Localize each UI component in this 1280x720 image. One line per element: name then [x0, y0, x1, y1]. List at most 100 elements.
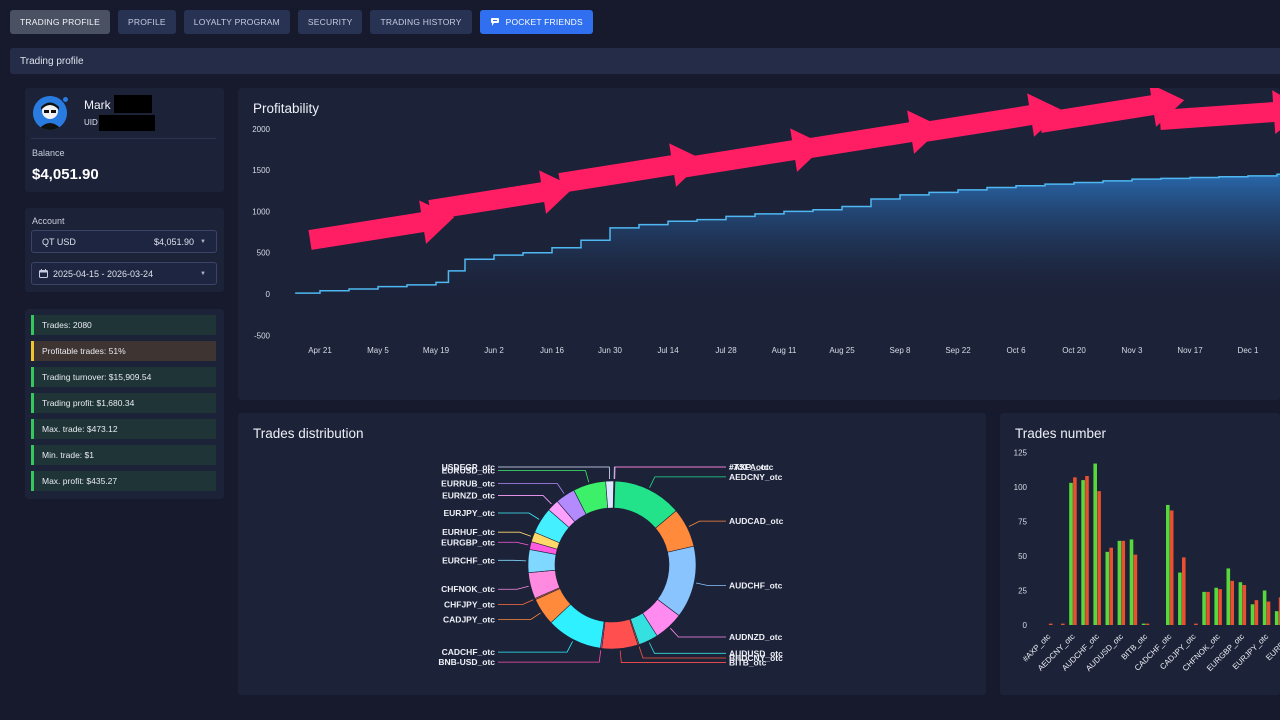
profitability-panel: Profitability 2000 1500 1000 500 0 -500 Apr 2…: [238, 88, 1280, 400]
label-leader-line: [498, 495, 552, 505]
bar[interactable]: [1250, 604, 1255, 625]
bar[interactable]: [1194, 623, 1198, 625]
bar[interactable]: [1048, 623, 1053, 625]
distribution-title: Trades distribution: [253, 426, 364, 441]
label-leader-line: [614, 466, 726, 480]
bar[interactable]: [1254, 600, 1259, 625]
tab-label: PROFILE: [127, 17, 166, 27]
bar[interactable]: [1178, 572, 1182, 625]
slice-label: AEDCNY_otc: [729, 472, 783, 482]
bar[interactable]: [1133, 554, 1138, 625]
bar[interactable]: [1182, 557, 1186, 625]
bar[interactable]: [1262, 590, 1267, 626]
tab-label: POCKET FRIENDS: [505, 17, 583, 27]
stat-text: Min. trade: $1: [42, 450, 94, 460]
bar[interactable]: [1121, 540, 1126, 625]
bar[interactable]: [1145, 623, 1150, 625]
stat-max-profit: Max. profit: $435.27: [31, 471, 216, 491]
bar[interactable]: [1097, 491, 1101, 625]
bar[interactable]: [1202, 591, 1206, 625]
bar[interactable]: [1093, 463, 1097, 625]
bar[interactable]: [1242, 584, 1247, 625]
bar[interactable]: [1061, 623, 1065, 625]
slice-label: AUDNZD_otc: [729, 632, 783, 642]
pocket-friends-logo-icon: [490, 18, 499, 26]
x-tick-label: Jul 28: [715, 346, 737, 355]
bar[interactable]: [1266, 601, 1271, 625]
bar[interactable]: [1081, 480, 1085, 625]
tab-profile[interactable]: PROFILE: [117, 10, 176, 34]
label-leader-line: [649, 476, 726, 488]
y-tick-label: 75: [1018, 518, 1027, 527]
trades-distribution-panel: Trades distribution #AXP_otc #TSLA_otc AED…: [238, 413, 986, 695]
y-tick-label: 2000: [252, 125, 270, 134]
slice-label: EURJPY_otc: [444, 508, 496, 518]
bar[interactable]: [1129, 539, 1134, 625]
bar[interactable]: [1226, 568, 1231, 625]
tab-trading-history[interactable]: TRADING HISTORY: [370, 10, 472, 34]
x-tick-label: May 5: [367, 346, 389, 355]
tab-security[interactable]: SECURITY: [297, 10, 363, 34]
label-leader-line: [648, 642, 726, 654]
bar[interactable]: [1214, 587, 1218, 625]
x-tick-label: Jun 16: [540, 346, 565, 355]
profit-line: [295, 173, 1280, 294]
slice-label: CHFJPY_otc: [444, 600, 495, 610]
x-tick-label: Oct 20: [1062, 346, 1086, 355]
bar[interactable]: [1278, 597, 1280, 625]
y-tick-label: 25: [1018, 587, 1027, 596]
label-leader-line: [498, 559, 527, 562]
bar[interactable]: [1069, 482, 1073, 625]
bar[interactable]: [1117, 540, 1122, 625]
y-tick-label: 1000: [252, 207, 270, 216]
label-leader-line: [498, 585, 529, 590]
tab-loyalty-program[interactable]: LOYALTY PROGRAM: [183, 10, 290, 34]
trades-number-title: Trades number: [1015, 426, 1107, 441]
bar[interactable]: [1169, 510, 1174, 625]
slice-label: #AXP_otc: [729, 462, 769, 472]
bar[interactable]: [1218, 589, 1222, 625]
date-range-select[interactable]: 2025-04-15 - 2026-03-24 ▼: [31, 262, 217, 285]
profile-card: Mark UID Balance $4,051.90: [25, 88, 224, 192]
bar[interactable]: [1105, 551, 1110, 625]
caret-down-icon: ▼: [200, 238, 206, 245]
label-leader-line: [688, 520, 726, 527]
bar[interactable]: [1166, 504, 1170, 625]
profitability-chart[interactable]: 2000 1500 1000 500 0 -500 Apr 21 May 5 May 19 Ju…: [238, 88, 1280, 400]
bar[interactable]: [1274, 611, 1279, 625]
tab-trading-profile[interactable]: TRADING PROFILE: [10, 10, 110, 34]
balance-label: Balance: [32, 148, 65, 158]
bar[interactable]: [1230, 580, 1234, 625]
label-leader-line: [498, 466, 611, 480]
arrow-overlay-icon: [679, 128, 826, 178]
account-select[interactable]: QT USD $4,051.90 ▼: [31, 230, 217, 253]
y-tick-label: 100: [1014, 483, 1028, 492]
calendar-icon: [39, 269, 48, 278]
slice-label: AUDUSD_otc: [729, 648, 783, 658]
x-tick-label: Jun 2: [484, 346, 504, 355]
bar[interactable]: [1238, 582, 1243, 625]
tab-label: TRADING HISTORY: [380, 17, 462, 27]
avatar[interactable]: [33, 96, 67, 130]
slice-label: USDEGP_otc: [442, 462, 496, 472]
tab-label: LOYALTY PROGRAM: [193, 17, 280, 27]
bar[interactable]: [1206, 591, 1210, 625]
x-tick-label: Sep 22: [945, 346, 971, 355]
slice-label: EURCHF_otc: [442, 555, 495, 565]
arrow-overlay-icon: [916, 93, 1063, 143]
arrow-overlay-icon: [796, 110, 943, 160]
bar[interactable]: [1085, 475, 1089, 625]
profit-area: [295, 174, 1280, 294]
donut-slice[interactable]: [605, 480, 614, 509]
caret-down-icon: ▼: [200, 270, 206, 277]
x-tick-label: Dec 1: [1238, 346, 1259, 355]
bar[interactable]: [1109, 547, 1113, 625]
tab-pocket-friends[interactable]: POCKET FRIENDS: [479, 10, 593, 34]
redacted-surname: [114, 95, 152, 113]
y-tick-label: -500: [254, 331, 271, 340]
label-leader-line: [498, 541, 529, 546]
bar[interactable]: [1073, 477, 1077, 625]
bar[interactable]: [1141, 623, 1146, 625]
